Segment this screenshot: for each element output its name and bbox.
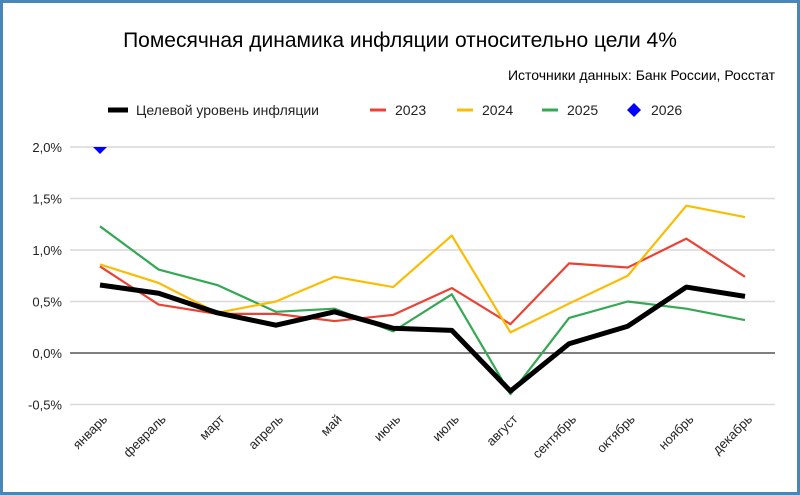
series-line (99, 225, 746, 396)
x-tick-label: октябрь (594, 411, 638, 455)
y-tick-label: 0,0% (32, 346, 62, 361)
series-2026 (93, 147, 107, 154)
y-axis: -0,5% 0,0% 0,5% 1,0% 1,5% 2,0% (28, 140, 62, 413)
x-tick-label: сентябрь (529, 411, 579, 461)
legend: Целевой уровень инфляции 2023 2024 2025 2026 (108, 102, 682, 118)
series-target (99, 282, 746, 394)
data-point (93, 147, 107, 154)
grid (70, 146, 775, 406)
y-tick-label: 2,0% (32, 140, 62, 155)
x-tick-label: декабрь (710, 411, 756, 457)
chart-subtitle: Источники данных: Банк России, Росстат (508, 67, 776, 83)
legend-marker (627, 103, 641, 117)
series-group (93, 147, 746, 396)
x-tick-label: июль (429, 411, 462, 444)
legend-item: 2025 (542, 102, 598, 118)
x-tick-label: июнь (371, 411, 404, 444)
x-tick-label: ноябрь (656, 411, 697, 452)
x-tick-label: январь (70, 411, 111, 452)
legend-item: 2026 (627, 102, 682, 118)
series-line (99, 282, 746, 394)
x-tick-label: март (196, 411, 227, 442)
x-tick-label: август (483, 411, 520, 448)
y-tick-label: 0,5% (32, 295, 62, 310)
y-tick-label: 1,5% (32, 192, 62, 207)
series-2025 (99, 225, 746, 396)
legend-label: 2025 (567, 102, 598, 118)
legend-label: 2026 (651, 102, 682, 118)
y-tick-label: -0,5% (28, 398, 62, 413)
legend-label: Целевой уровень инфляции (136, 102, 319, 118)
legend-item: Целевой уровень инфляции (108, 102, 319, 118)
x-tick-label: апрель (245, 411, 286, 452)
legend-item: 2023 (370, 102, 426, 118)
legend-label: 2023 (395, 102, 426, 118)
y-tick-label: 1,0% (32, 243, 62, 258)
legend-item: 2024 (457, 102, 513, 118)
x-tick-label: февраль (120, 411, 169, 460)
x-tick-label: май (317, 412, 344, 439)
legend-label: 2024 (482, 102, 513, 118)
chart-title: Помесячная динамика инфляции относительн… (123, 29, 677, 52)
x-axis: январь февраль март апрель май июнь июль август… (70, 411, 756, 461)
